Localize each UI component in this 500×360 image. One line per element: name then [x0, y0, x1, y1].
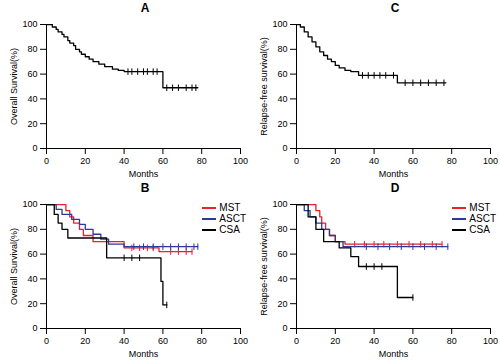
- html-text:MST: MST: [219, 202, 241, 213]
- svg-text:20: 20: [80, 156, 90, 166]
- svg-text:80: 80: [197, 336, 207, 346]
- svg-text:0: 0: [32, 323, 37, 333]
- svg-text:Overall Survival(%): Overall Survival(%): [9, 48, 19, 125]
- html-text:B: B: [140, 181, 150, 195]
- svg-text:80: 80: [277, 44, 287, 54]
- html-text:A: A: [140, 1, 150, 15]
- svg-text:100: 100: [272, 19, 287, 29]
- svg-text:40: 40: [369, 336, 379, 346]
- svg-text:20: 20: [330, 336, 340, 346]
- svg-text:20: 20: [277, 299, 287, 309]
- svg-text:Overall Survival(%): Overall Survival(%): [9, 228, 19, 305]
- svg-text:100: 100: [22, 199, 37, 209]
- svg-text:80: 80: [447, 156, 457, 166]
- svg-text:100: 100: [233, 156, 248, 166]
- svg-text:20: 20: [330, 156, 340, 166]
- html-text:C: C: [390, 1, 400, 15]
- svg-text:40: 40: [277, 94, 287, 104]
- svg-text:20: 20: [277, 119, 287, 129]
- svg-text:80: 80: [447, 336, 457, 346]
- svg-text:100: 100: [483, 336, 498, 346]
- svg-text:40: 40: [27, 274, 37, 284]
- svg-text:20: 20: [27, 299, 37, 309]
- svg-text:Months: Months: [379, 169, 409, 179]
- svg-text:80: 80: [27, 44, 37, 54]
- svg-text:60: 60: [408, 156, 418, 166]
- svg-text:60: 60: [277, 249, 287, 259]
- svg-text:100: 100: [22, 19, 37, 29]
- svg-text:40: 40: [119, 156, 129, 166]
- svg-text:80: 80: [27, 224, 37, 234]
- svg-text:0: 0: [44, 156, 49, 166]
- html-text:D: D: [390, 181, 400, 195]
- svg-text:20: 20: [80, 336, 90, 346]
- svg-text:0: 0: [294, 156, 299, 166]
- svg-text:40: 40: [277, 274, 287, 284]
- svg-text:60: 60: [408, 336, 418, 346]
- svg-text:60: 60: [158, 336, 168, 346]
- html-text:ASCT: ASCT: [469, 213, 496, 224]
- html-text:CSA: CSA: [219, 224, 240, 235]
- html-text:MST: MST: [469, 202, 491, 213]
- svg-text:0: 0: [282, 323, 287, 333]
- svg-text:Relapse-free survival(%): Relapse-free survival(%): [259, 37, 269, 136]
- svg-text:80: 80: [197, 156, 207, 166]
- html-text:ASCT: ASCT: [219, 213, 246, 224]
- svg-text:60: 60: [27, 249, 37, 259]
- svg-text:Months: Months: [379, 349, 409, 359]
- svg-text:60: 60: [158, 156, 168, 166]
- html-text:CSA: CSA: [469, 224, 490, 235]
- svg-text:40: 40: [369, 156, 379, 166]
- svg-text:40: 40: [119, 336, 129, 346]
- svg-text:20: 20: [27, 119, 37, 129]
- svg-text:100: 100: [483, 156, 498, 166]
- svg-text:Relapse-free survival(%): Relapse-free survival(%): [259, 217, 269, 316]
- svg-text:60: 60: [277, 69, 287, 79]
- svg-text:0: 0: [294, 336, 299, 346]
- svg-text:0: 0: [44, 336, 49, 346]
- svg-text:80: 80: [277, 224, 287, 234]
- svg-text:Months: Months: [129, 169, 159, 179]
- svg-text:Months: Months: [129, 349, 159, 359]
- svg-text:60: 60: [27, 69, 37, 79]
- svg-text:100: 100: [233, 336, 248, 346]
- svg-text:0: 0: [282, 143, 287, 153]
- svg-text:100: 100: [272, 199, 287, 209]
- svg-text:40: 40: [27, 94, 37, 104]
- svg-text:0: 0: [32, 143, 37, 153]
